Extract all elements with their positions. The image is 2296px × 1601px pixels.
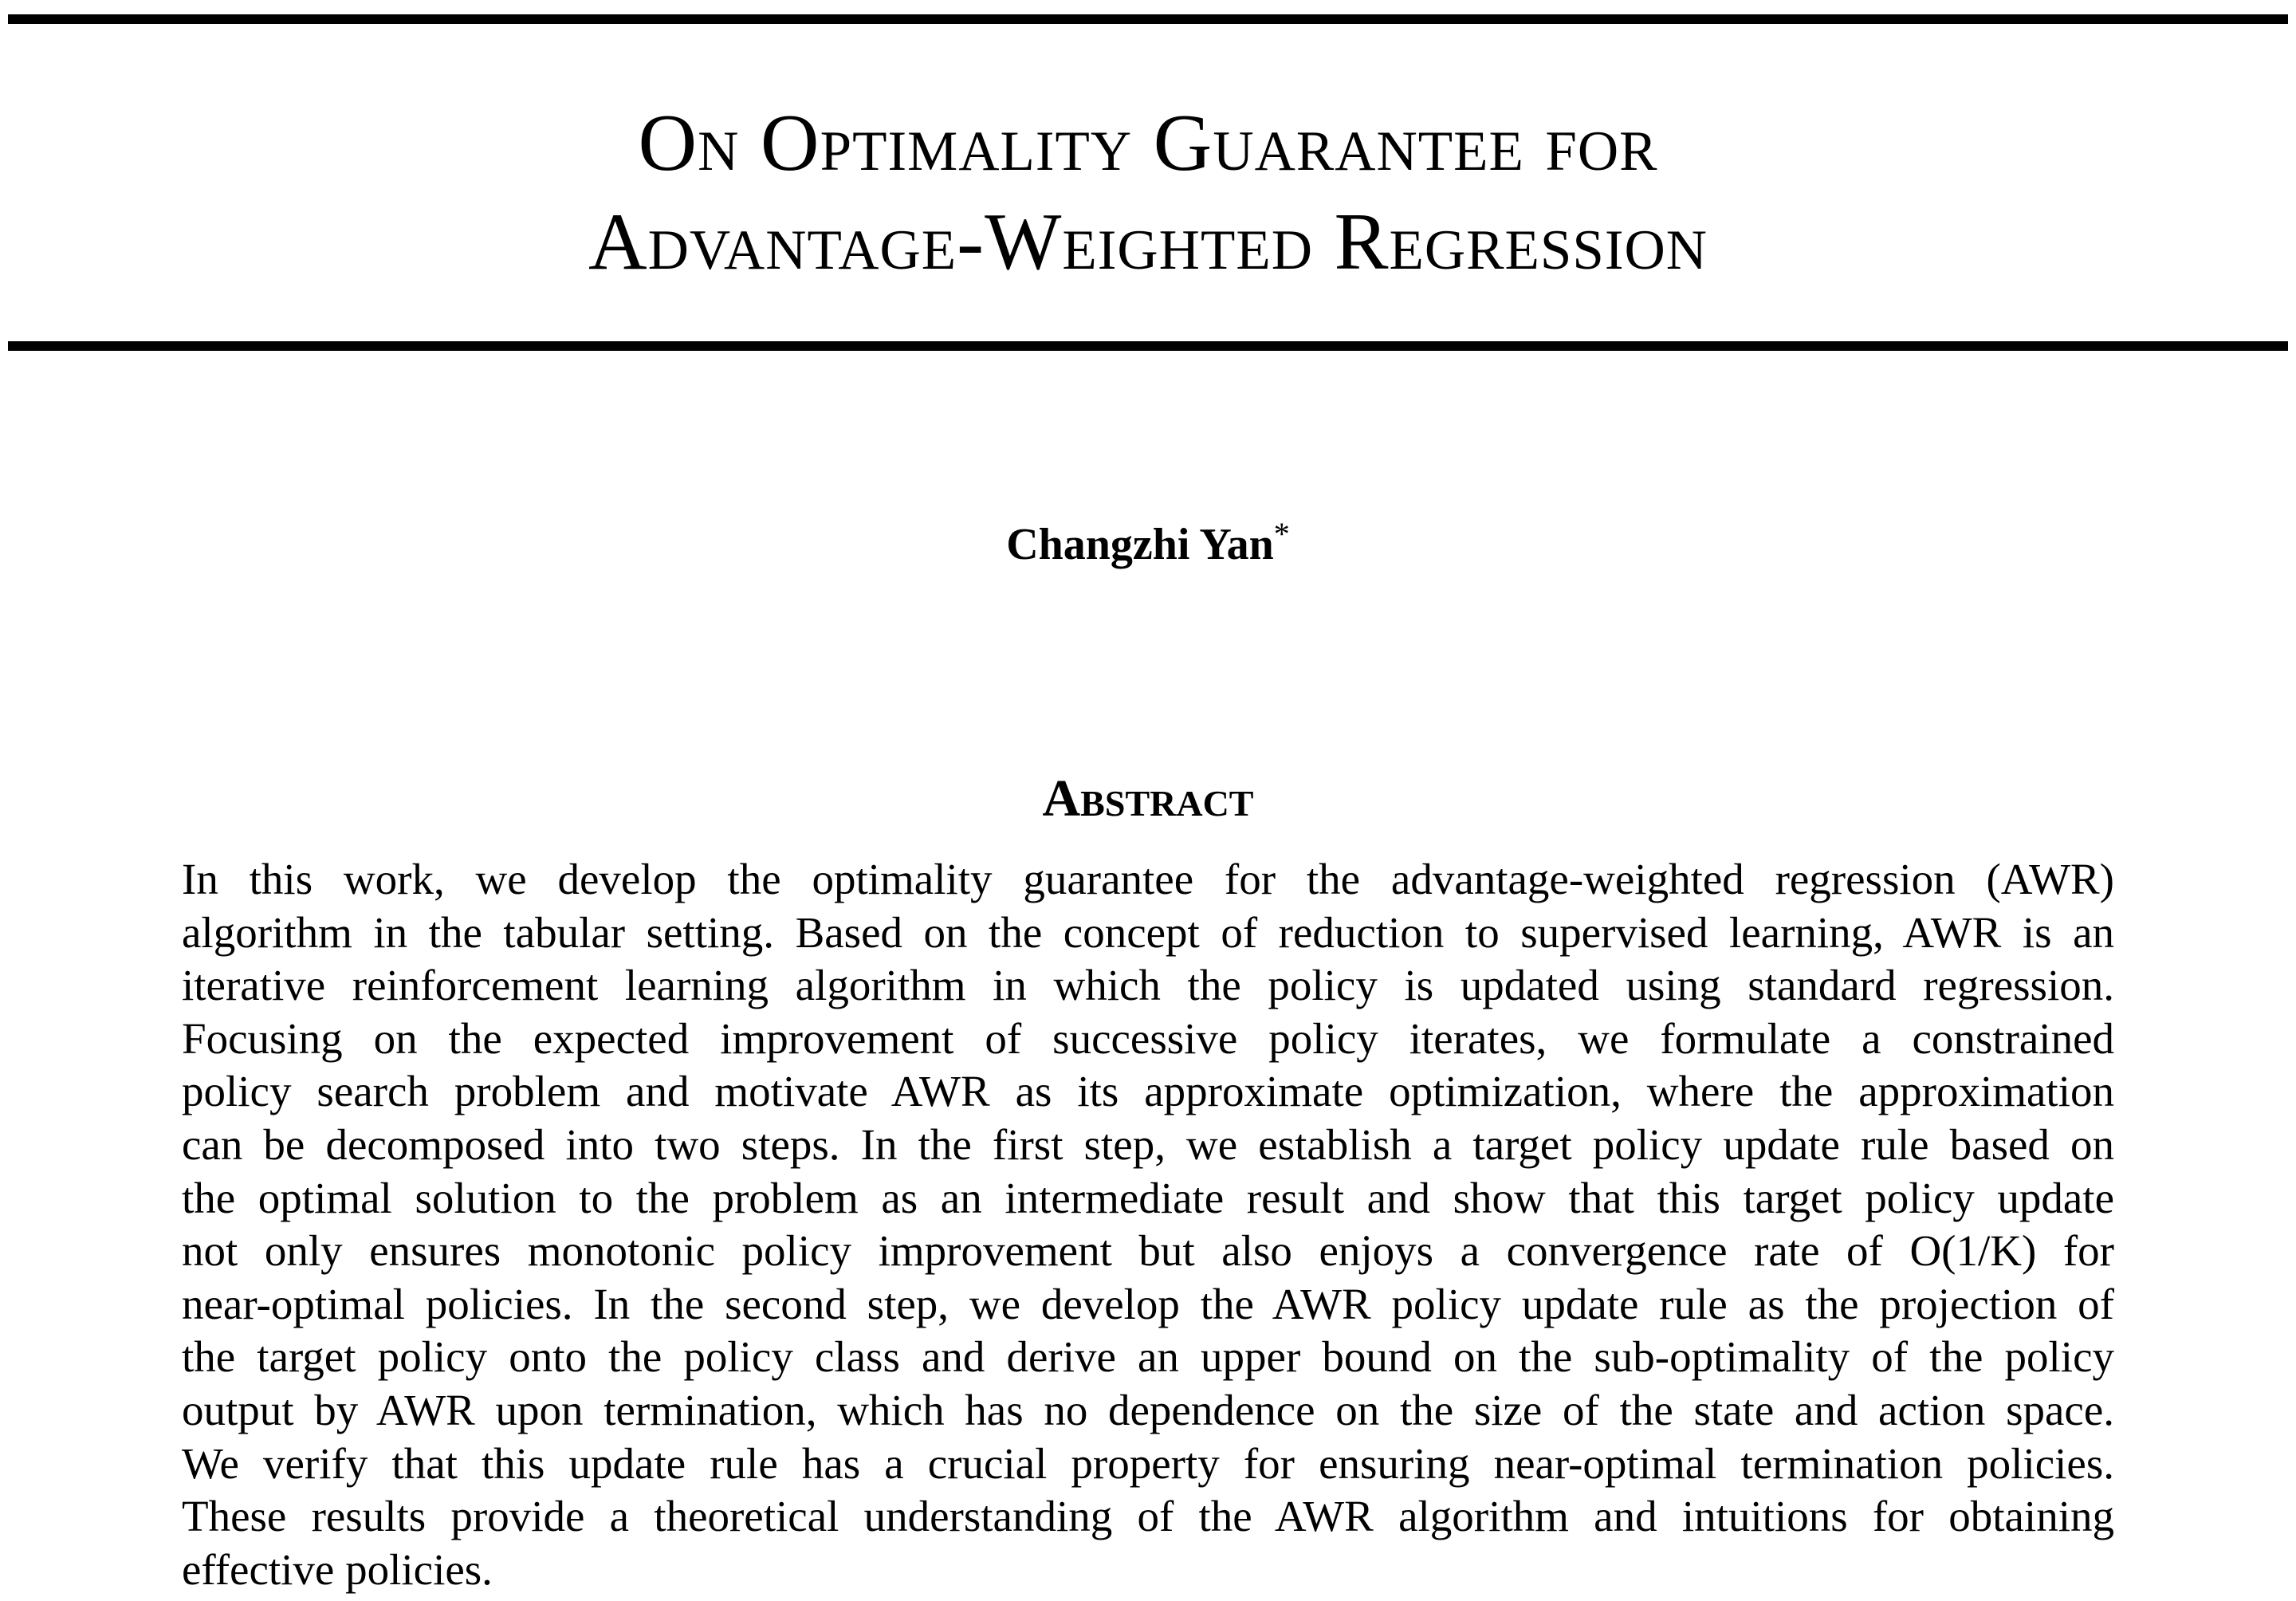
paper-title: On Optimality Guarantee for Advantage-We… xyxy=(0,94,2296,292)
abstract-line: the target policy onto the policy class … xyxy=(182,1332,2114,1382)
abstract-line: policy search problem and motivate AWR a… xyxy=(182,1067,2114,1116)
abstract-heading: Abstract xyxy=(1042,769,1254,828)
abstract-line: effective policies. xyxy=(182,1544,493,1594)
abstract-line: not only ensures monotonic policy improv… xyxy=(182,1226,2114,1276)
abstract-line: the optimal solution to the problem as a… xyxy=(182,1173,2114,1222)
abstract-line: We verify that this update rule has a cr… xyxy=(182,1438,2114,1488)
abstract-line: algorithm in the tabular setting. Based … xyxy=(182,907,2114,957)
abstract-body: In this work, we develop the optimality … xyxy=(182,853,2114,1596)
abstract-line: near-optimal policies. In the second ste… xyxy=(182,1279,2114,1328)
top-rule xyxy=(8,14,2288,24)
abstract-line: output by AWR upon termination, which ha… xyxy=(182,1385,2114,1434)
author-footnote-mark: * xyxy=(1273,516,1290,552)
abstract-line: Focusing on the expected improvement of … xyxy=(182,1013,2114,1063)
abstract-line: These results provide a theoretical unde… xyxy=(182,1492,2114,1541)
abstract-line: In this work, we develop the optimality … xyxy=(182,855,2114,903)
abstract-line: iterative reinforcement learning algorit… xyxy=(182,961,2114,1010)
bottom-rule xyxy=(8,341,2288,351)
title-line: On Optimality Guarantee for xyxy=(638,98,1658,188)
author-name: Changzhi Yan xyxy=(1006,520,1274,569)
author-block: Changzhi Yan* xyxy=(0,517,2296,572)
abstract-line: can be decomposed into two steps. In the… xyxy=(182,1119,2114,1169)
title-line: Advantage-Weighted Regression xyxy=(588,197,1708,287)
